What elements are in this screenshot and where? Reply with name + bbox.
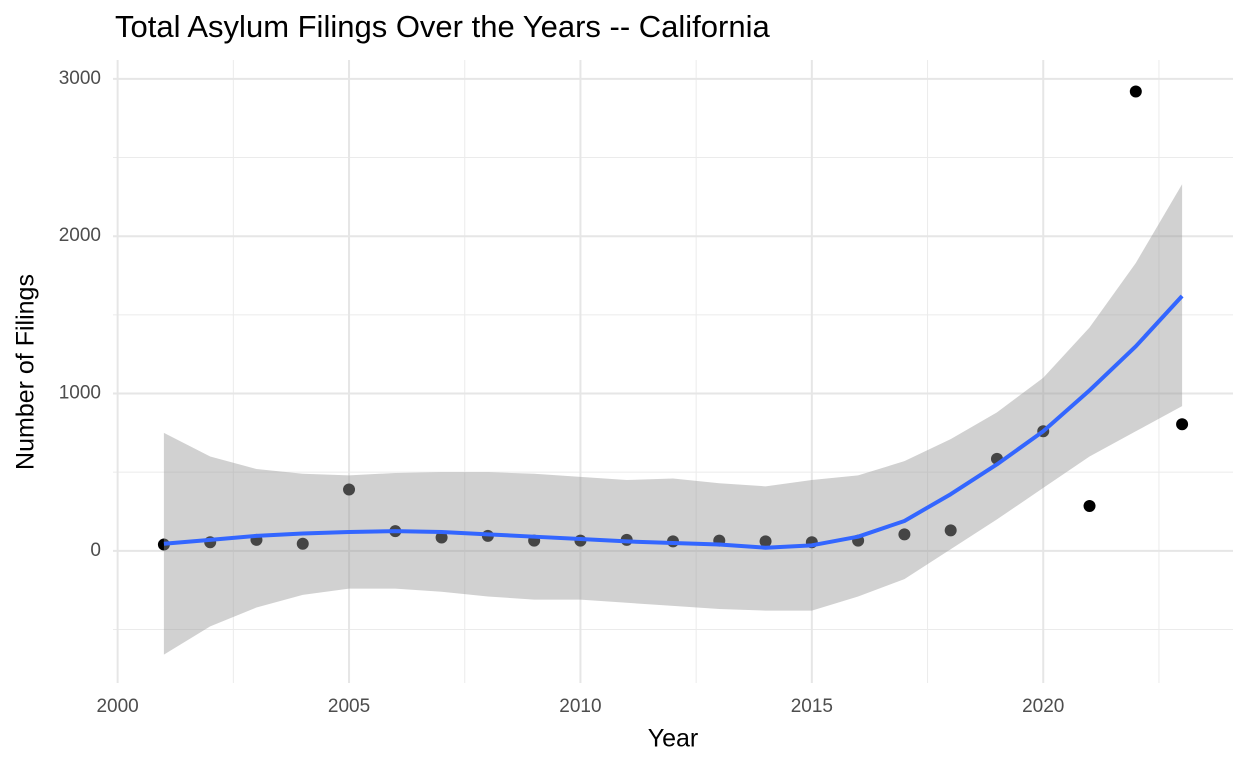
y-tick-label: 1000 — [59, 383, 101, 404]
x-tick-label: 2000 — [96, 696, 138, 717]
y-tick-label: 3000 — [59, 68, 101, 89]
point — [343, 483, 356, 496]
smooth-line — [163, 294, 1184, 550]
y-tick-label: 0 — [90, 540, 101, 561]
point — [759, 535, 772, 548]
chart-title: Total Asylum Filings Over the Years -- C… — [115, 9, 770, 44]
point — [1083, 500, 1096, 513]
x-tick-label: 2005 — [328, 696, 370, 717]
x-tick-label: 2020 — [1022, 696, 1064, 717]
point — [1176, 418, 1189, 431]
x-tick-label: 2010 — [559, 696, 601, 717]
y-axis-label: Number of Filings — [12, 274, 40, 470]
y-tick-label: 2000 — [59, 225, 101, 246]
point — [1129, 85, 1142, 98]
point — [435, 531, 448, 544]
x-axis-label: Year — [648, 725, 699, 753]
point — [898, 528, 911, 541]
point — [296, 537, 309, 550]
point — [944, 524, 957, 537]
confidence-band — [163, 184, 1183, 655]
x-tick-label: 2015 — [791, 696, 833, 717]
